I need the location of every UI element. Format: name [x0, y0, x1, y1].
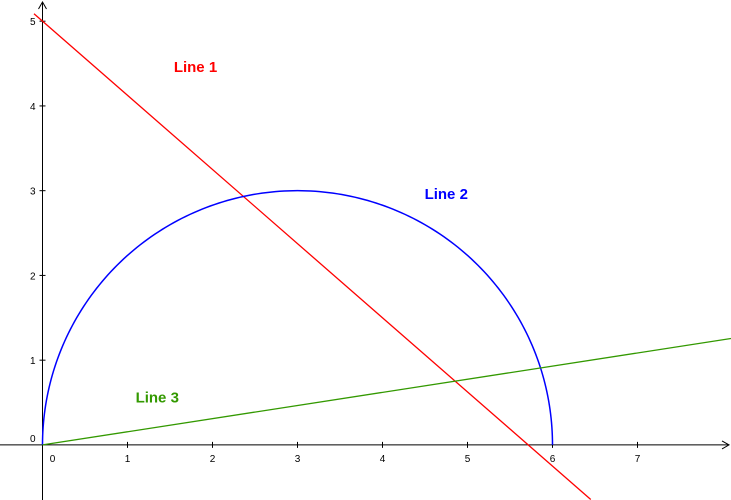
- x-tick-label: 1: [125, 454, 131, 465]
- y-tick-label: 2: [30, 271, 36, 282]
- x-tick-label: 6: [550, 454, 556, 465]
- series-labels: Line 1 Line 2 Line 3: [136, 59, 468, 407]
- y-tick-label: 4: [30, 102, 36, 113]
- y-tick-label: 0: [30, 434, 36, 445]
- y-tick-label: 1: [30, 356, 36, 367]
- series-group: [33, 13, 731, 500]
- x-tick-label: 3: [295, 454, 301, 465]
- series-line-1: [33, 13, 592, 500]
- label-line-1: Line 1: [174, 59, 217, 76]
- x-tick-label: 4: [380, 454, 386, 465]
- y-axis-arrow: [38, 0, 47, 10]
- label-line-2: Line 2: [425, 186, 468, 203]
- label-line-3: Line 3: [136, 390, 179, 407]
- x-axis-arrow: [721, 440, 731, 450]
- series-line-3: [42, 337, 731, 446]
- x-tick-label: 7: [635, 454, 641, 465]
- x-tick-label: 0: [50, 454, 56, 465]
- x-tick-label: 5: [465, 454, 471, 465]
- x-tick-label: 2: [210, 454, 216, 465]
- y-tick-label: 3: [30, 187, 36, 198]
- y-tick-label: 5: [30, 17, 36, 28]
- series-line-2: [41, 189, 554, 445]
